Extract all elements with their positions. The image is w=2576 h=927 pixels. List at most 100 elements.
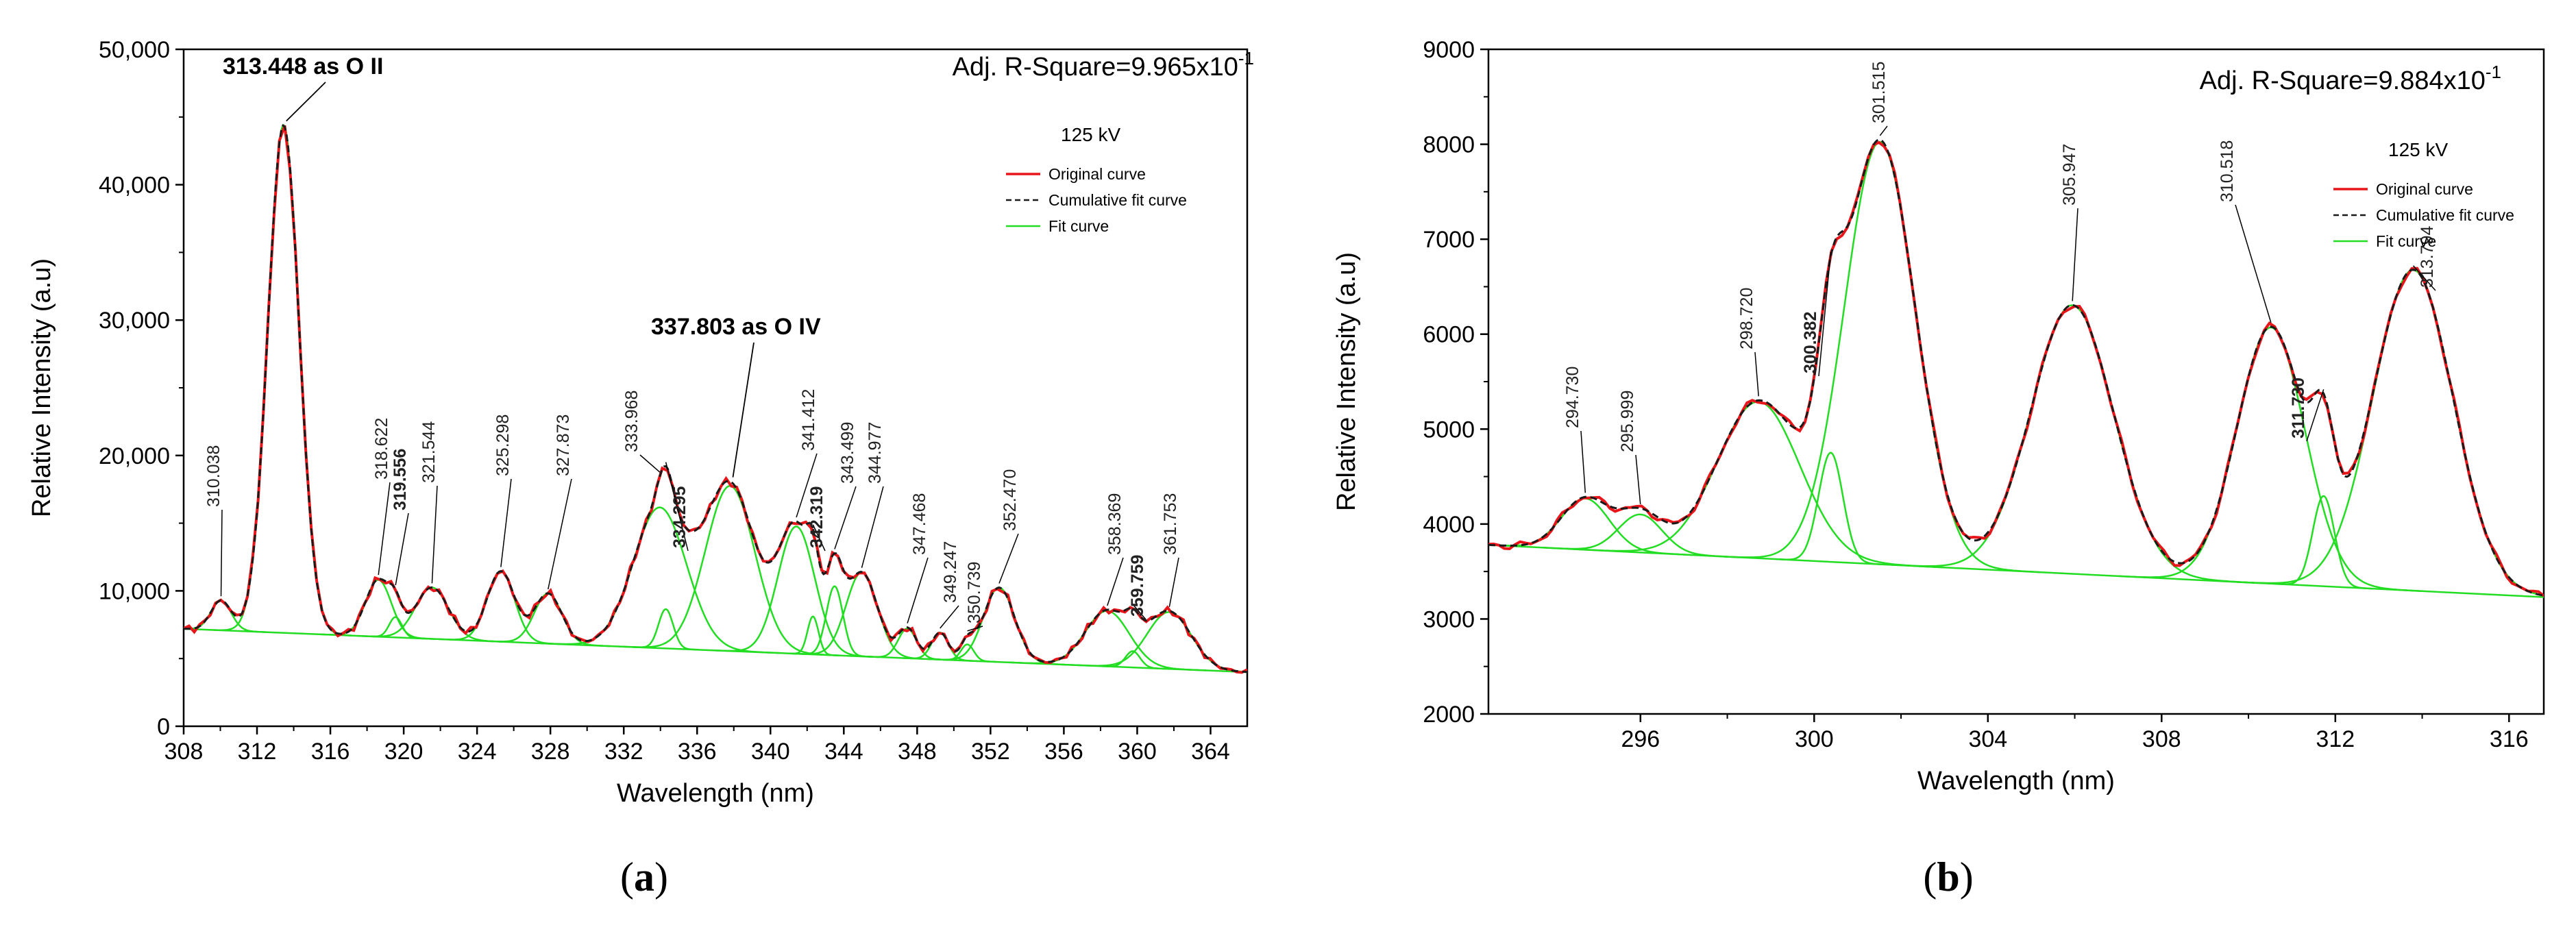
peak-label: 344.977 — [866, 422, 885, 484]
peak-leader-line — [1107, 557, 1124, 606]
peak-leader-line — [1879, 125, 1888, 136]
peak-label: 350.739 — [965, 562, 984, 623]
fit-curve-peak — [1070, 611, 1247, 673]
caption-close-paren: ) — [654, 854, 668, 900]
peak-leader-line — [431, 485, 438, 584]
legend-title: 125 kV — [2388, 139, 2448, 160]
x-tick-label: 328 — [531, 739, 570, 765]
r-square-base: Adj. R-Square=9.965x10 — [953, 53, 1238, 82]
plot-area — [184, 123, 1247, 674]
x-tick-label: 364 — [1191, 739, 1230, 765]
caption-letter: b — [1937, 854, 1959, 900]
peak-label: 361.753 — [1161, 493, 1180, 555]
peak-leader-line — [220, 509, 223, 597]
fit-curve-peak — [797, 585, 872, 658]
peak-label: 300.382 — [1801, 312, 1820, 373]
fit-curve-peak — [439, 570, 563, 645]
peak-label: 311.730 — [2289, 378, 2308, 438]
x-axis-title: Wavelength (nm) — [617, 779, 814, 808]
legend-entry: Fit curve — [1048, 217, 1109, 235]
y-tick-label: 30,000 — [99, 308, 170, 334]
y-tick-label: 5000 — [1423, 417, 1475, 443]
peak-leader-line — [1818, 251, 1832, 377]
subfigure-caption: (a) — [620, 854, 668, 900]
peak-leader-line — [796, 453, 818, 518]
x-tick-label: 352 — [971, 739, 1010, 765]
peak-label: 321.544 — [419, 421, 439, 483]
plot-frame — [1487, 48, 2545, 715]
peak-label: 333.968 — [622, 391, 641, 452]
x-tick-label: 300 — [1795, 726, 1834, 752]
x-tick-label: 348 — [898, 739, 937, 765]
fit-curve-peak — [1719, 140, 2041, 573]
peak-label: 334.295 — [670, 486, 689, 548]
peak-label: 319.556 — [391, 449, 410, 510]
r-square-base: Adj. R-Square=9.884x10 — [2200, 66, 2486, 95]
fit-curve-peak — [2274, 495, 2373, 590]
x-tick-label: 316 — [2490, 726, 2529, 752]
peak-label: 294.730 — [1563, 367, 1582, 428]
peak-label: 358.369 — [1105, 493, 1125, 555]
y-tick-label: 9000 — [1423, 37, 1475, 63]
peak-label: 325.298 — [493, 415, 513, 476]
peak-leader-line — [812, 524, 826, 552]
y-axis-title: Relative Intensity (a.u) — [1332, 252, 1361, 511]
r-square-label: Adj. R-Square=9.884x10-1 — [2200, 62, 2501, 95]
peak-leader-line — [998, 533, 1019, 584]
y-tick-label: 10,000 — [99, 578, 170, 604]
caption-letter: a — [634, 854, 654, 900]
y-tick-label: 20,000 — [99, 443, 170, 469]
peak-leader-line — [500, 478, 512, 567]
x-tick-label: 356 — [1044, 739, 1083, 765]
peak-leader-line — [2412, 265, 2436, 291]
x-tick-label: 336 — [678, 739, 717, 765]
peak-label: 352.470 — [1001, 469, 1020, 531]
peak-leader-line — [2306, 389, 2324, 442]
cumulative-fit-curve — [1488, 138, 2544, 597]
chart-a: 308 312 316 320 324 328 332 336 340 344 348 352 356 3… — [27, 37, 1254, 900]
peak-leader-line — [639, 454, 661, 473]
legend-entry: Original curve — [1048, 165, 1146, 183]
y-tick-label: 8000 — [1423, 132, 1475, 158]
peak-leader-line — [940, 605, 959, 629]
legend-entry: Cumulative fit curve — [2376, 206, 2514, 224]
fit-curve-peak — [1099, 650, 1166, 670]
peak-leader-line — [2235, 204, 2272, 323]
peak-label: 327.873 — [554, 415, 573, 476]
fit-curve-peak — [358, 586, 506, 643]
fit-curve-peak — [540, 506, 780, 654]
fit-curve-peak — [486, 593, 611, 647]
caption-open-paren: ( — [1923, 854, 1937, 900]
x-tick-label: 308 — [164, 739, 204, 765]
peak-leader-line — [665, 462, 689, 552]
fit-curve-peak — [367, 616, 425, 640]
peak-label: 301.515 — [1869, 62, 1889, 123]
peak-leader-line — [378, 482, 391, 576]
chart-b: 296 300 304 308 312 316 2000 3000 4000 5000 6000 70… — [1332, 37, 2545, 900]
fit-curve-peak — [213, 123, 354, 637]
x-tick-label: 316 — [311, 739, 350, 765]
cumulative-fit-curve — [184, 123, 1247, 673]
x-tick-label: 304 — [1968, 726, 2007, 752]
peak-leader-line — [1168, 557, 1179, 607]
peak-leader-line — [286, 82, 326, 122]
peak-label-major: 337.803 as O IV — [651, 314, 821, 340]
fit-curve-peak — [1776, 452, 1886, 566]
subfigure-caption: (b) — [1923, 854, 1973, 900]
peak-leader-line — [2072, 208, 2078, 301]
x-tick-label: 360 — [1118, 739, 1157, 765]
fit-curve-peak — [320, 579, 437, 640]
peak-label: 295.999 — [1618, 391, 1637, 452]
x-tick-label: 344 — [824, 739, 863, 765]
peak-leader-line — [967, 626, 983, 632]
peak-label: 313.794 — [2418, 226, 2437, 288]
r-square-label: Adj. R-Square=9.965x10-1 — [953, 48, 1254, 82]
peak-label: 305.947 — [2060, 144, 2079, 206]
peak-leader-line — [1754, 351, 1759, 397]
y-tick-label: 50,000 — [99, 37, 170, 63]
peak-label: 349.247 — [941, 541, 960, 603]
fit-curve-peak — [713, 526, 879, 658]
r-square-exponent: -1 — [1238, 48, 1254, 69]
